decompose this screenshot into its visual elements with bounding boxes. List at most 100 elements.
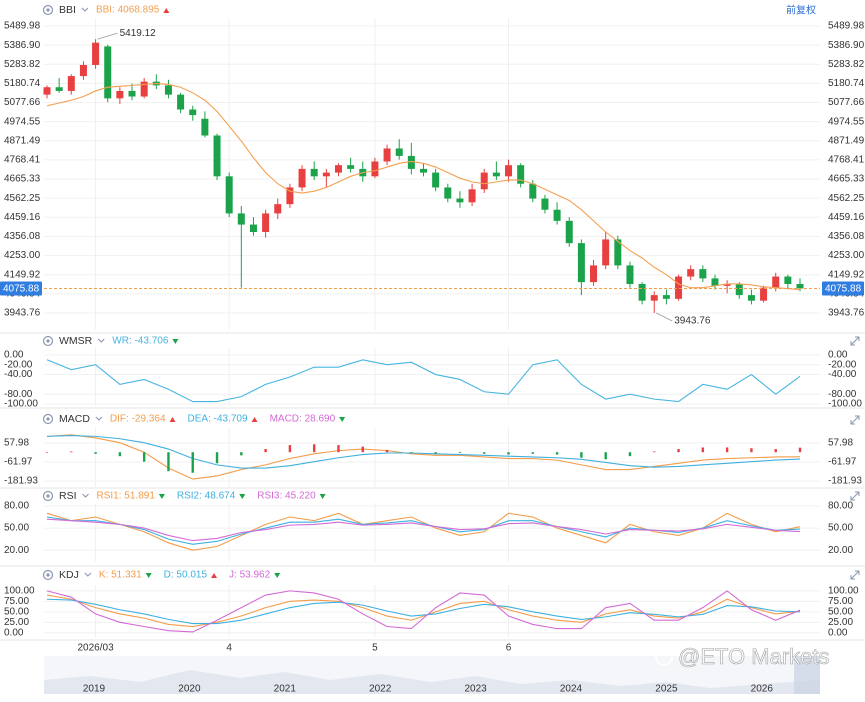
y-tick-label-left: 80.00	[4, 501, 29, 512]
macd-bar	[628, 452, 632, 457]
trend-arrow	[172, 339, 179, 344]
candle-body	[164, 85, 172, 95]
legend-entry: DEA: -43.709	[188, 414, 248, 425]
y-tick-label-left: -40.00	[4, 369, 33, 380]
macd-bar	[264, 449, 267, 453]
candle-body	[517, 165, 525, 184]
macd-bar	[215, 452, 219, 464]
candle-body	[760, 287, 768, 301]
y-tick-label-right: 4253.00	[828, 250, 865, 261]
candle-body	[55, 87, 63, 91]
expand-icon[interactable]	[850, 336, 860, 346]
candle-body	[577, 243, 585, 283]
indicator-line	[46, 518, 801, 542]
expand-icon[interactable]	[850, 491, 860, 501]
expand-icon[interactable]	[850, 570, 860, 580]
candle-body	[626, 265, 634, 284]
y-tick-label-left: 100.00	[4, 586, 35, 597]
watermark: @ETO Markets	[655, 644, 830, 669]
y-tick-label-left: -100.00	[4, 399, 38, 410]
candle-body	[140, 81, 148, 97]
panel-menu	[84, 572, 92, 577]
x-tick-label: 6	[506, 643, 512, 654]
last-price-badge	[0, 281, 42, 296]
trend-arrow	[274, 573, 281, 578]
macd-bar	[410, 452, 413, 453]
y-tick-label-right: 4562.25	[828, 193, 865, 204]
candle-body	[322, 172, 330, 177]
last-price-label: 4075.88	[3, 284, 40, 295]
candle-body	[249, 224, 257, 233]
y-tick-label-left: -20.00	[4, 359, 33, 370]
macd-bar	[142, 452, 146, 462]
panel-menu	[95, 416, 103, 421]
candle-body	[444, 187, 452, 199]
y-tick-label-right: 57.98	[828, 438, 853, 449]
max-leader	[97, 32, 118, 40]
navigator-year: 2021	[274, 684, 297, 695]
panel-title: WMSR	[59, 335, 93, 347]
macd-bar	[798, 447, 802, 453]
settings-icon	[42, 413, 54, 425]
macd-bar	[337, 445, 340, 453]
candle-body	[310, 168, 318, 177]
y-tick-label-left: 50.00	[4, 523, 29, 534]
navigator-year: 2020	[178, 684, 201, 695]
macd-bar	[70, 451, 73, 453]
candle-body	[675, 276, 683, 299]
candle-body	[662, 295, 670, 299]
indicator-line	[46, 512, 801, 551]
candle-body	[432, 172, 440, 188]
candle-body	[67, 76, 75, 91]
panel-menu	[81, 7, 89, 12]
x-tick-label: 5	[372, 643, 378, 654]
candle-body	[699, 269, 707, 279]
macd-bar	[45, 452, 49, 453]
candle-body	[565, 220, 573, 244]
candle-body	[298, 168, 306, 188]
y-tick-label-right: 20.00	[828, 545, 853, 556]
y-tick-label-left: 0.00	[4, 350, 24, 361]
candle-body	[553, 209, 561, 221]
settings-icon-core	[46, 573, 50, 577]
y-tick-label-left: 4149.92	[4, 269, 41, 280]
y-tick-label-left: 4665.33	[4, 174, 41, 185]
y-tick-label-left: 5283.82	[4, 59, 41, 70]
candle-body	[43, 87, 51, 95]
last-price-badge	[822, 281, 864, 296]
legend-entry: RSI3: 45.220	[257, 491, 316, 502]
trend-arrow	[251, 417, 258, 422]
candle-body	[505, 165, 513, 177]
panel-title: RSI	[59, 490, 77, 502]
min-annotation: 3943.76	[674, 316, 711, 327]
y-tick-label-right: 5386.90	[828, 40, 865, 51]
watermark-text: @ETO Markets	[678, 644, 830, 669]
macd-bar	[701, 447, 705, 453]
macd-bar	[167, 452, 170, 472]
legend-entry: J: 53.962	[229, 570, 271, 581]
candle-body	[772, 276, 780, 288]
y-tick-label-right: 4974.55	[828, 116, 865, 127]
y-tick-label-left: 0.00	[4, 627, 24, 638]
y-tick-label-right: 50.00	[828, 606, 853, 617]
expand-icon[interactable]	[850, 415, 860, 425]
panel-menu	[82, 493, 89, 498]
y-tick-label-right: 25.00	[828, 617, 853, 628]
y-tick-label-right: -20.00	[828, 359, 857, 370]
trend-arrow	[158, 494, 165, 499]
candle-body	[784, 276, 792, 284]
candle-body	[274, 204, 282, 214]
adjustment-toggle[interactable]: 前复权	[786, 4, 816, 17]
watermark-logo	[655, 648, 673, 666]
macd-bar	[312, 444, 316, 453]
navigator-year: 2023	[464, 684, 487, 695]
y-tick-label-right: 5489.98	[828, 21, 865, 32]
candle-body	[747, 295, 755, 301]
candle-body	[201, 118, 209, 136]
settings-icon	[42, 490, 54, 502]
navigator-window[interactable]	[794, 656, 820, 694]
legend-entry: RSI1: 51.891	[97, 491, 156, 502]
macd-bar	[507, 452, 510, 455]
macd-bar	[774, 449, 777, 453]
